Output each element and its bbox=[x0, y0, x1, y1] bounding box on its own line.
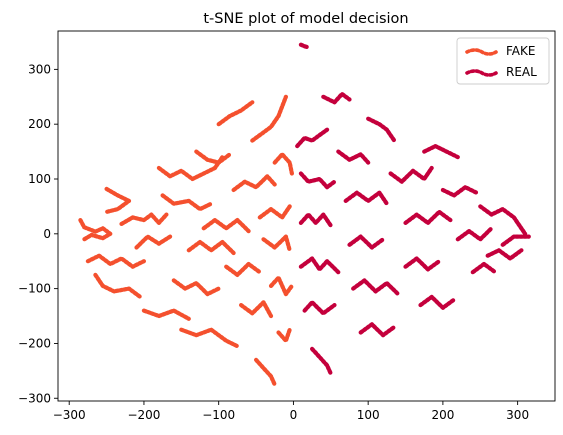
plot-area-frame bbox=[57, 30, 556, 402]
point-trail-real-0 bbox=[298, 42, 311, 50]
x-tick-label: 0 bbox=[290, 408, 298, 422]
point-trail-fake-22 bbox=[268, 275, 294, 297]
legend-label-fake: FAKE bbox=[506, 44, 535, 58]
x-tick-label: 200 bbox=[431, 408, 454, 422]
point-trail-fake-21 bbox=[261, 234, 292, 253]
point-trail-real-7 bbox=[321, 91, 352, 105]
point-trail-fake-14 bbox=[216, 100, 255, 127]
scatter-marks bbox=[78, 42, 531, 387]
point-trail-real-17 bbox=[418, 294, 457, 310]
point-trail-real-14 bbox=[388, 165, 434, 184]
point-trail-real-2 bbox=[298, 171, 337, 190]
x-tick-label: −300 bbox=[53, 408, 86, 422]
point-trail-fake-24 bbox=[276, 327, 292, 343]
point-trail-real-5 bbox=[302, 300, 337, 316]
x-tick-label: 300 bbox=[506, 408, 529, 422]
point-trail-fake-13 bbox=[201, 218, 251, 234]
point-trail-real-22 bbox=[478, 204, 528, 236]
point-trail-fake-15 bbox=[224, 261, 262, 277]
point-trail-fake-20 bbox=[257, 204, 292, 220]
legend: FAKE REAL bbox=[456, 37, 550, 85]
point-trail-real-23 bbox=[485, 248, 524, 261]
y-tick-label: −200 bbox=[18, 336, 51, 350]
y-tick-label: −100 bbox=[18, 282, 51, 296]
point-trail-real-4 bbox=[298, 256, 341, 275]
point-trail-real-18 bbox=[422, 144, 460, 160]
point-trail-real-15 bbox=[403, 209, 453, 225]
point-trail-fake-18 bbox=[250, 94, 288, 143]
x-axis: −300 −200 −100 0 100 200 300 bbox=[53, 401, 529, 422]
y-tick-label: 200 bbox=[28, 117, 51, 131]
point-trail-fake-3 bbox=[104, 186, 132, 214]
point-trail-fake-4 bbox=[119, 212, 169, 226]
legend-label-real: REAL bbox=[506, 65, 537, 79]
point-trail-fake-2 bbox=[93, 272, 143, 299]
point-trail-real-3 bbox=[298, 212, 333, 228]
point-trail-real-1 bbox=[295, 127, 330, 149]
point-trail-real-24 bbox=[500, 234, 531, 247]
y-tick-label: −300 bbox=[18, 391, 51, 405]
point-trail-fake-19 bbox=[254, 357, 277, 387]
point-trail-real-12 bbox=[358, 322, 397, 338]
point-trail-fake-16 bbox=[231, 174, 277, 193]
y-tick-label: 0 bbox=[43, 227, 51, 241]
point-trail-fake-8 bbox=[160, 193, 214, 212]
legend-swatch-real bbox=[465, 69, 498, 77]
x-tick-label: 100 bbox=[357, 408, 380, 422]
series-fake bbox=[78, 94, 294, 387]
point-trail-real-6 bbox=[310, 346, 333, 376]
point-trail-real-21 bbox=[470, 261, 498, 275]
point-trail-fake-7 bbox=[156, 155, 225, 182]
point-trail-real-16 bbox=[403, 256, 442, 272]
y-axis: −300 −200 −100 0 100 200 300 bbox=[18, 62, 58, 405]
point-trail-fake-10 bbox=[179, 327, 240, 349]
point-trail-real-19 bbox=[440, 185, 479, 198]
y-tick-label: 100 bbox=[28, 172, 51, 186]
point-trail-fake-1 bbox=[85, 253, 146, 269]
x-tick-label: −200 bbox=[127, 408, 160, 422]
point-trail-real-9 bbox=[343, 190, 389, 206]
point-trail-real-13 bbox=[366, 116, 397, 143]
chart-title: t-SNE plot of model decision bbox=[203, 11, 408, 27]
point-trail-fake-6 bbox=[141, 308, 191, 321]
point-trail-real-11 bbox=[351, 278, 401, 297]
series-real bbox=[295, 42, 531, 376]
point-trail-fake-0 bbox=[78, 218, 113, 242]
legend-swatch-fake bbox=[465, 48, 498, 56]
point-trail-real-10 bbox=[347, 234, 386, 250]
point-trail-fake-23 bbox=[272, 152, 294, 176]
y-tick-label: 300 bbox=[28, 62, 51, 76]
point-trail-fake-12 bbox=[194, 149, 232, 165]
point-trail-fake-5 bbox=[134, 234, 173, 250]
point-trail-fake-11 bbox=[186, 239, 236, 256]
point-trail-fake-9 bbox=[171, 278, 221, 297]
x-tick-label: −100 bbox=[202, 408, 235, 422]
point-trail-real-20 bbox=[455, 226, 494, 242]
point-trail-real-8 bbox=[336, 149, 371, 165]
point-trail-fake-17 bbox=[239, 300, 274, 319]
